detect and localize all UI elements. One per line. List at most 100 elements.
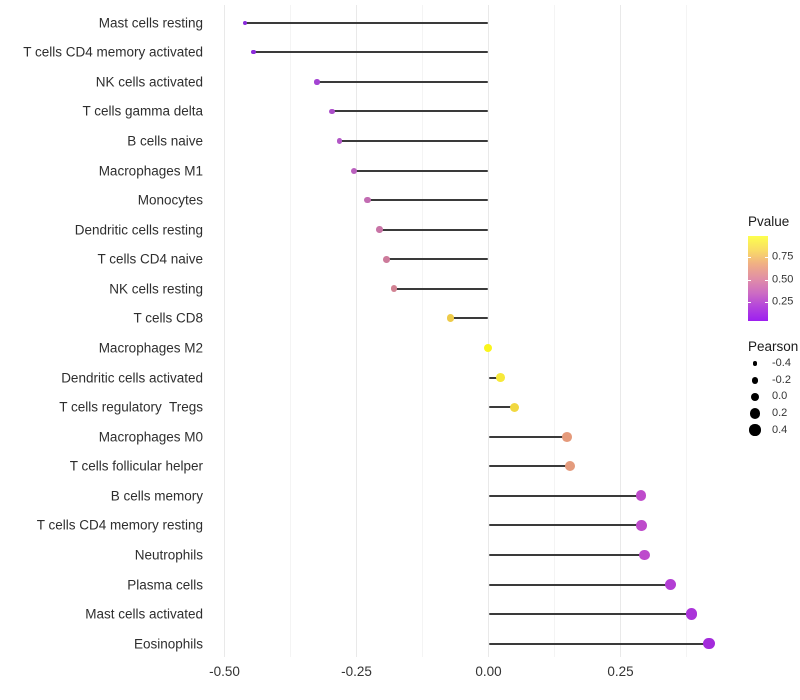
pvalue-colorbar: 0.75 0.50 0.25: [748, 236, 793, 322]
pvalue-tick-label: 0.25: [772, 295, 794, 308]
pearson-legend-entries: -0.4 -0.2 0.0 0.2 0.4: [748, 355, 800, 438]
lollipop-stem: [253, 51, 489, 54]
y-axis-label: Monocytes: [137, 192, 203, 208]
data-point: [686, 608, 698, 620]
data-point: [483, 343, 493, 353]
y-axis-label: B cells memory: [110, 488, 203, 504]
pearson-legend-label: 0.2: [772, 406, 788, 419]
x-axis-tick-label: -0.50: [209, 664, 240, 679]
data-point: [638, 549, 650, 561]
legend: Pvalue 0.75 0.50 0.25 Pearson -0.4 -0.2 0.0 0…: [748, 214, 800, 438]
data-point: [562, 431, 573, 442]
lollipop-stem: [386, 258, 489, 261]
pearson-legend-label: 0.4: [772, 423, 788, 436]
y-axis-label: T cells CD4 memory resting: [36, 517, 203, 533]
data-point: [336, 138, 343, 144]
lollipop-stem: [488, 406, 515, 409]
lollipop-stem: [339, 139, 489, 142]
data-point: [351, 167, 358, 174]
y-axis-label: Dendritic cells activated: [61, 369, 203, 385]
y-axis-label: Eosinophils: [133, 635, 203, 651]
x-axis-tick-label: 0.00: [475, 664, 502, 679]
lollipop-stem: [488, 524, 642, 527]
pearson-legend-title: Pearson: [748, 339, 799, 355]
lollipop-stem: [488, 583, 671, 586]
lollipop-stem: [488, 613, 692, 616]
data-point: [496, 373, 506, 382]
y-axis-label: Neutrophils: [134, 547, 203, 563]
y-axis-label: NK cells activated: [95, 74, 203, 90]
pearson-legend-dot: [750, 392, 760, 402]
pearson-legend-dot: [752, 361, 758, 366]
y-axis-label: T cells CD8: [133, 310, 203, 326]
y-axis-label: T cells CD4 memory activated: [23, 44, 203, 60]
pearson-legend: Pearson -0.4 -0.2 0.0 0.2 0.4: [748, 339, 800, 438]
pearson-legend-label: -0.2: [772, 373, 791, 386]
pearson-legend-entry: 0.2: [748, 405, 800, 422]
y-axis-label: Mast cells activated: [85, 606, 203, 622]
gridline-major: [620, 5, 621, 657]
data-point: [364, 196, 371, 204]
data-point: [703, 637, 715, 650]
pvalue-tick-mark: [748, 257, 751, 259]
lollipop-stem: [450, 317, 489, 320]
y-axis-label: T cells regulatory Tregs: [59, 399, 203, 415]
gridline-minor: [554, 5, 555, 657]
y-axis-label: Macrophages M0: [98, 428, 203, 444]
data-point: [314, 79, 320, 85]
pvalue-tick-mark: [748, 301, 751, 303]
data-point: [376, 226, 383, 233]
pearson-legend-dot: [749, 408, 761, 419]
pearson-legend-entry: 0.4: [748, 422, 800, 439]
lollipop-stem: [488, 642, 710, 645]
gridline-minor: [422, 5, 423, 657]
lollipop-stem: [332, 110, 489, 113]
data-point: [665, 579, 677, 591]
lollipop-stem: [393, 287, 489, 290]
plot-panel: [210, 5, 739, 657]
pearson-legend-entry: -0.2: [748, 372, 800, 389]
pvalue-tick-label: 0.50: [772, 273, 794, 286]
lollipop-stem: [488, 376, 501, 379]
y-axis-label: T cells CD4 naive: [97, 251, 203, 267]
y-axis-label: NK cells resting: [109, 281, 203, 297]
x-axis-tick-label: -0.25: [341, 664, 372, 679]
data-point: [390, 285, 398, 293]
lollipop-stem: [245, 21, 489, 24]
y-axis-label: Macrophages M2: [98, 340, 203, 356]
pvalue-legend: Pvalue 0.75 0.50 0.25: [748, 214, 800, 322]
gridline-minor: [686, 5, 687, 657]
data-point: [510, 402, 520, 412]
gridline-major: [488, 5, 489, 657]
lollipop-stem: [488, 465, 571, 468]
data-point: [636, 520, 647, 531]
lollipop-stem: [488, 435, 568, 438]
lollipop-stem: [316, 80, 489, 83]
pearson-legend-dot: [749, 424, 761, 436]
pearson-legend-dot: [751, 376, 759, 384]
lollipop-stem: [354, 169, 489, 172]
lollipop-stem: [367, 199, 489, 202]
data-point: [635, 490, 647, 502]
pvalue-legend-title: Pvalue: [748, 214, 790, 229]
data-point: [329, 108, 336, 115]
pearson-legend-label: 0.0: [772, 390, 788, 403]
data-point: [243, 20, 248, 25]
y-axis-label: Plasma cells: [127, 576, 203, 592]
y-axis-label: Dendritic cells resting: [74, 221, 203, 237]
pvalue-tick-mark: [748, 279, 751, 281]
data-point: [565, 461, 576, 472]
lollipop-stem: [379, 228, 489, 231]
gridline-minor: [290, 5, 291, 657]
pvalue-tick-mark: [765, 279, 768, 281]
y-axis-label: B cells naive: [127, 133, 203, 149]
y-axis-label: T cells follicular helper: [69, 458, 203, 474]
y-axis-label: T cells gamma delta: [82, 103, 203, 119]
pvalue-tick-mark: [765, 257, 768, 259]
data-point: [446, 314, 455, 323]
y-axis-label: Mast cells resting: [98, 14, 203, 30]
data-point: [383, 255, 390, 263]
pearson-legend-entry: -0.4: [748, 355, 800, 372]
data-point: [251, 50, 256, 55]
